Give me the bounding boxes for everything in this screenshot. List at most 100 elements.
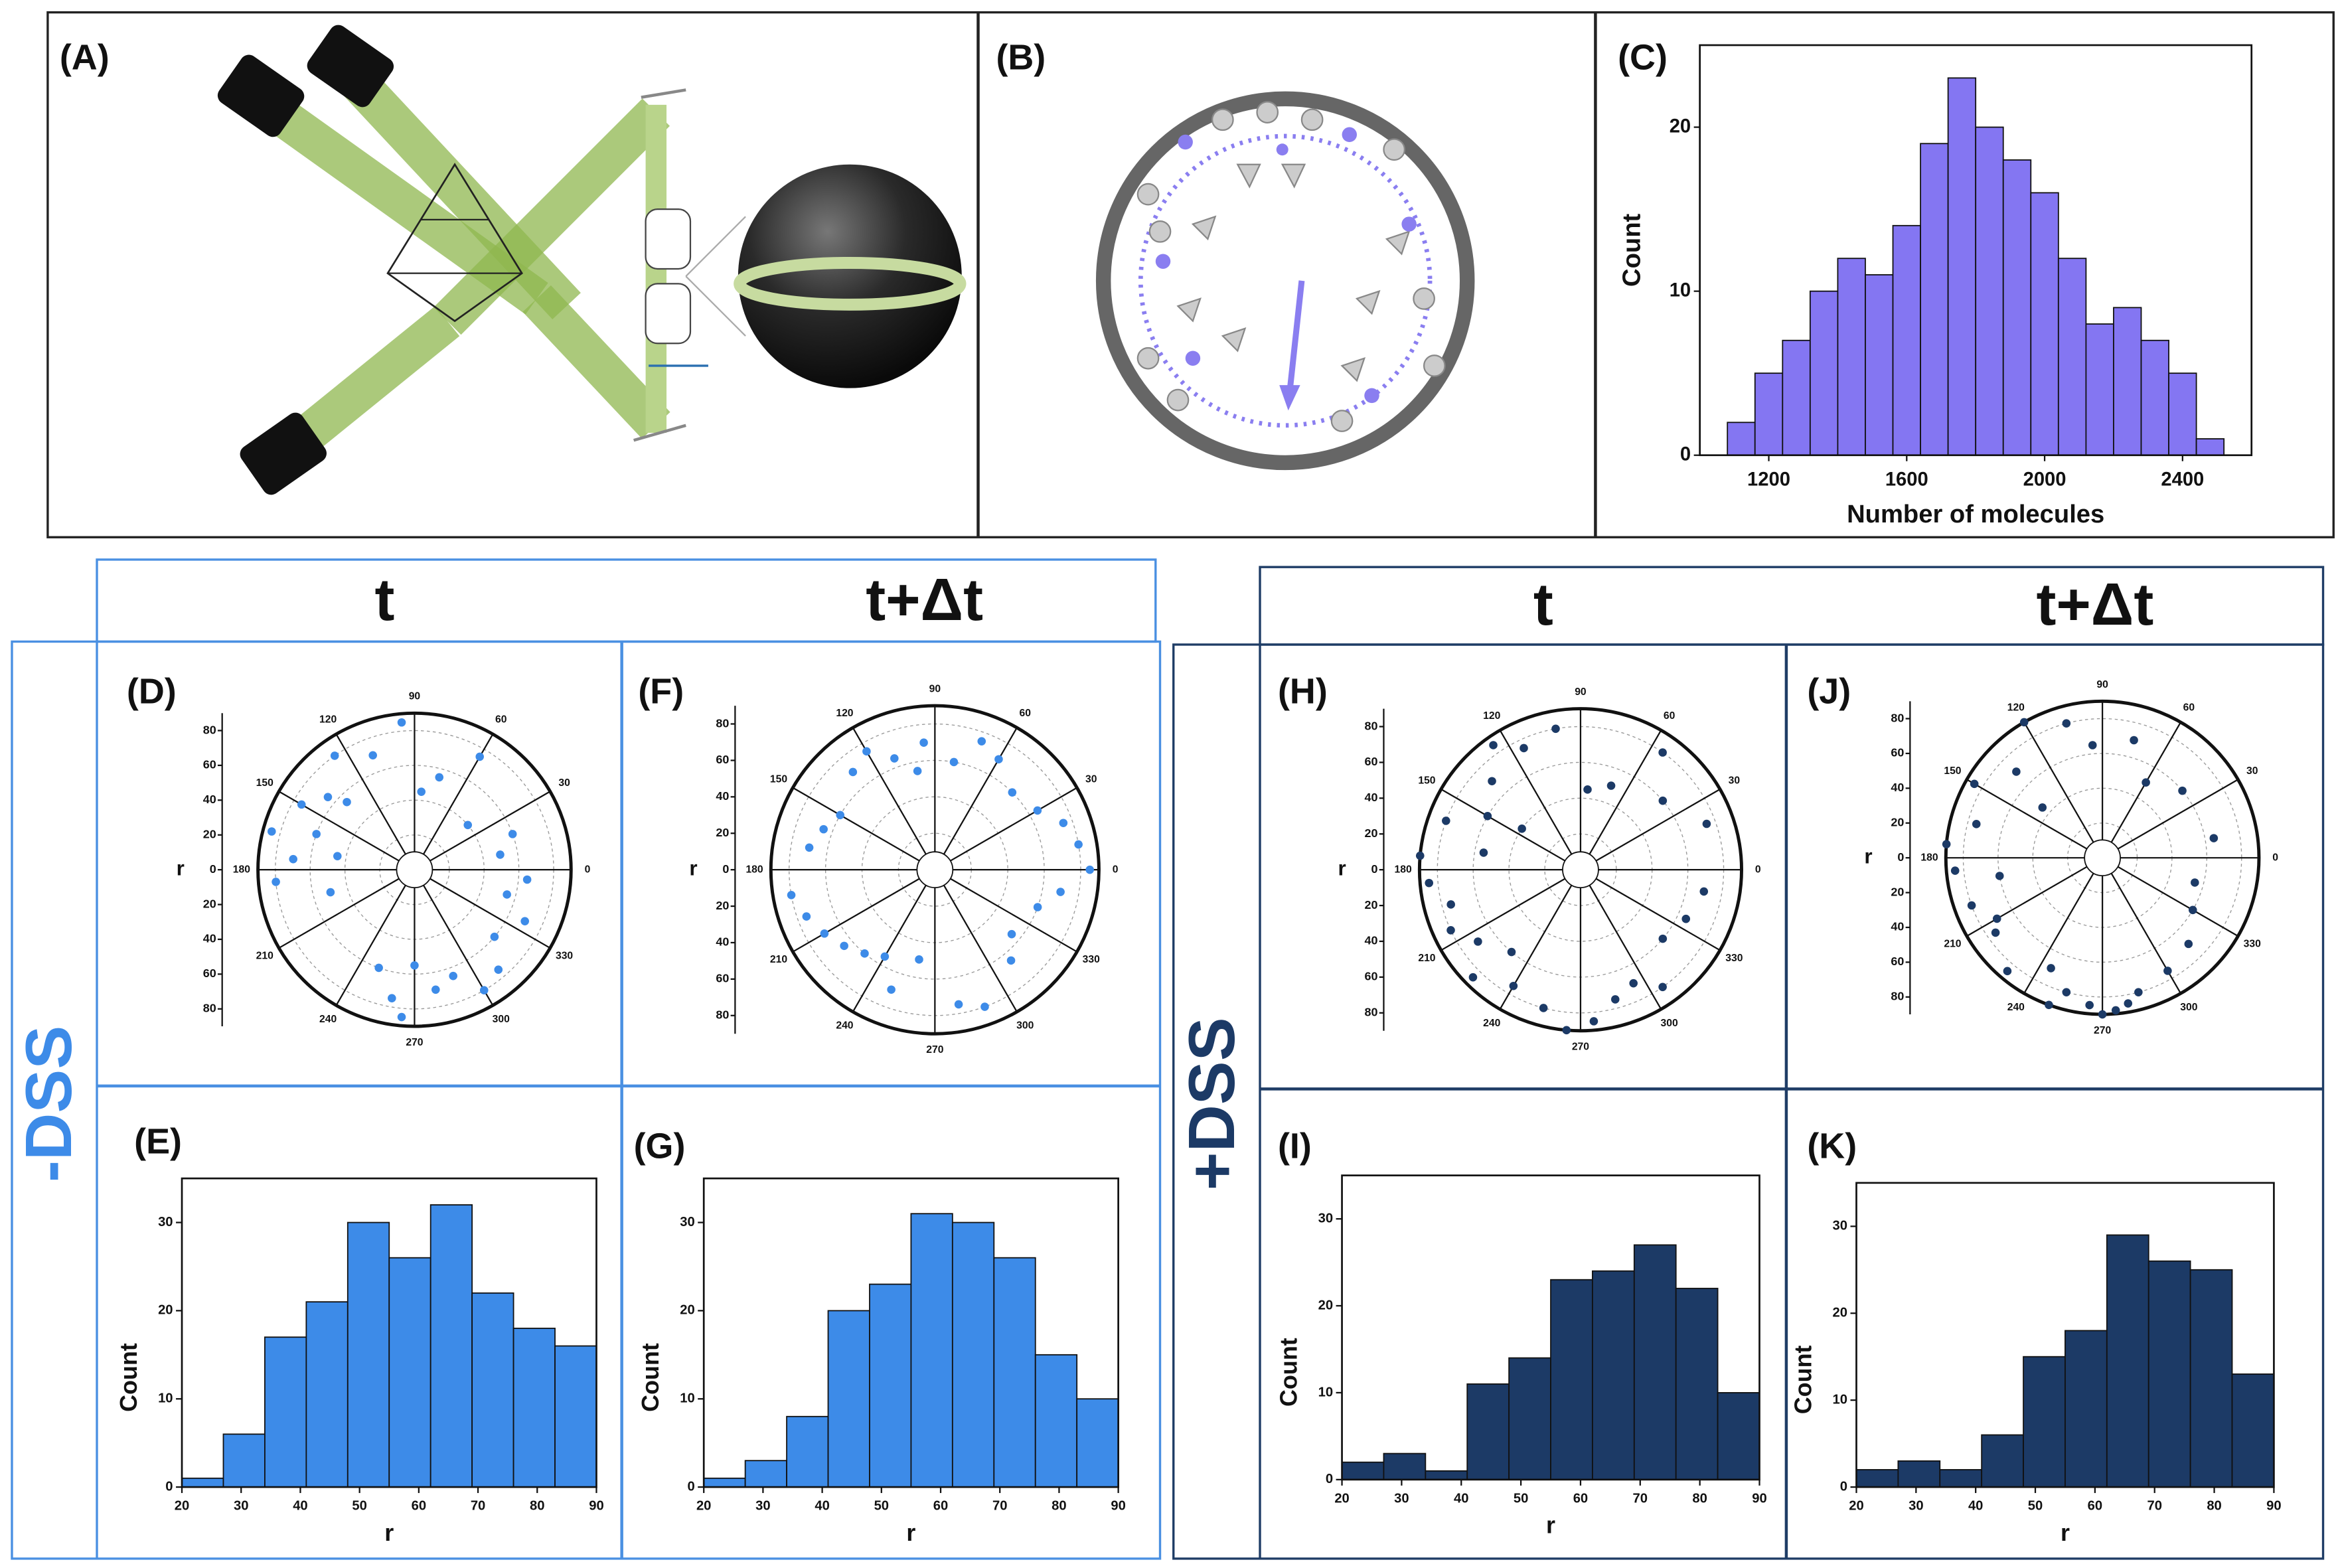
theta-tick-label: 150 [1944,765,1961,777]
point [312,830,321,838]
point [330,751,339,760]
point [1606,781,1616,790]
bar [1920,143,1949,456]
point [2188,905,2197,915]
r-tick-label: 80 [1891,711,1904,724]
plot-frame [181,1177,597,1488]
r-tick-label: 60 [1891,955,1904,968]
theta-tick-label: 60 [495,714,507,726]
x-tick-label: 50 [2028,1499,2043,1514]
r-tick-label: 80 [716,716,729,730]
x-tick-label: 20 [175,1499,189,1514]
point [2163,967,2172,975]
point [1991,928,2000,937]
theta-grid [943,727,1018,855]
x-tick-label: 20 [1334,1491,1349,1506]
bar [1341,1461,1385,1480]
x-tick-label: 40 [293,1499,307,1514]
r-tick-label: 60 [203,967,216,980]
theta-grid [792,787,920,862]
r-axis-label: r [1338,856,1346,880]
point [374,963,383,973]
y-tick-label: 20 [1670,116,1691,137]
theta-tick-label: 150 [770,773,787,785]
r-tick-label: 60 [1891,746,1904,759]
point [880,952,890,961]
point [1589,1017,1598,1026]
panel-label: (K) [1807,1126,1857,1166]
y-tick-label: 30 [158,1215,173,1229]
point [787,891,796,900]
x-tick-label: 70 [1633,1491,1648,1506]
x-tick-label: 50 [352,1499,366,1514]
theta-grid [2117,866,2238,937]
bar [2195,438,2225,456]
bar [181,1477,224,1488]
theta-tick-label: 0 [585,864,591,875]
theta-tick-label: 210 [256,951,273,962]
point [840,941,848,951]
x-tick-label: 40 [1968,1499,1983,1514]
theta-tick-label: 330 [2244,939,2261,950]
point [326,888,335,897]
point [494,965,503,975]
r-tick-label: 20 [203,827,216,840]
point [431,985,440,994]
point [1970,779,1979,789]
x-tick-label: 60 [933,1499,948,1514]
theta-grid [278,878,400,949]
point [2178,786,2187,795]
cell-illustration [1095,91,1475,471]
point [2045,1000,2053,1010]
bar [1383,1452,1427,1480]
y-axis-label: Count [1275,1338,1302,1407]
bar [2023,1356,2066,1488]
point [949,757,959,767]
bar [2065,1330,2108,1488]
point [2062,719,2071,728]
point [1583,785,1592,794]
y-axis-label: Count [1618,213,1646,287]
point [2047,964,2055,973]
r-tick-label: 40 [716,935,729,949]
point [449,971,457,980]
bar [2030,192,2059,456]
point [2142,778,2150,787]
point [1446,900,1455,909]
point [496,850,505,859]
point [1479,848,1488,857]
point [977,737,986,745]
point [1442,817,1450,825]
theta-tick-label: 30 [1085,773,1097,785]
r-axis-label: r [1864,844,1872,868]
r-tick-label: 40 [1891,781,1904,794]
point [297,800,306,809]
x-tick-label: 60 [2088,1499,2102,1514]
theta-tick-label: 330 [1083,954,1100,965]
r-tick-label: 0 [210,862,216,876]
theta-grid [2110,872,2182,994]
theta-tick-label: 90 [1575,686,1587,698]
column-header: t+Δt [866,567,983,633]
polar-frame [256,711,573,1028]
r-tick-label: 20 [716,899,729,912]
point [479,986,489,995]
point [397,1012,406,1022]
theta-grid [1499,884,1573,1010]
point [1699,887,1709,896]
theta-tick-label: 270 [1572,1042,1589,1053]
y-axis-label: Count [1789,1345,1816,1414]
point [289,854,297,864]
theta-grid [2117,779,2238,850]
bar [388,1257,431,1488]
panel-label: (C) [1618,38,1668,78]
y-tick-label: 10 [1670,279,1691,301]
bar [2085,323,2114,456]
point [820,929,829,938]
theta-tick-label: 180 [745,864,763,875]
point [1483,812,1492,821]
point [1520,744,1528,753]
y-tick-label: 20 [680,1303,694,1318]
theta-grid [1966,866,2088,937]
theta-tick-label: 180 [1920,852,1938,863]
